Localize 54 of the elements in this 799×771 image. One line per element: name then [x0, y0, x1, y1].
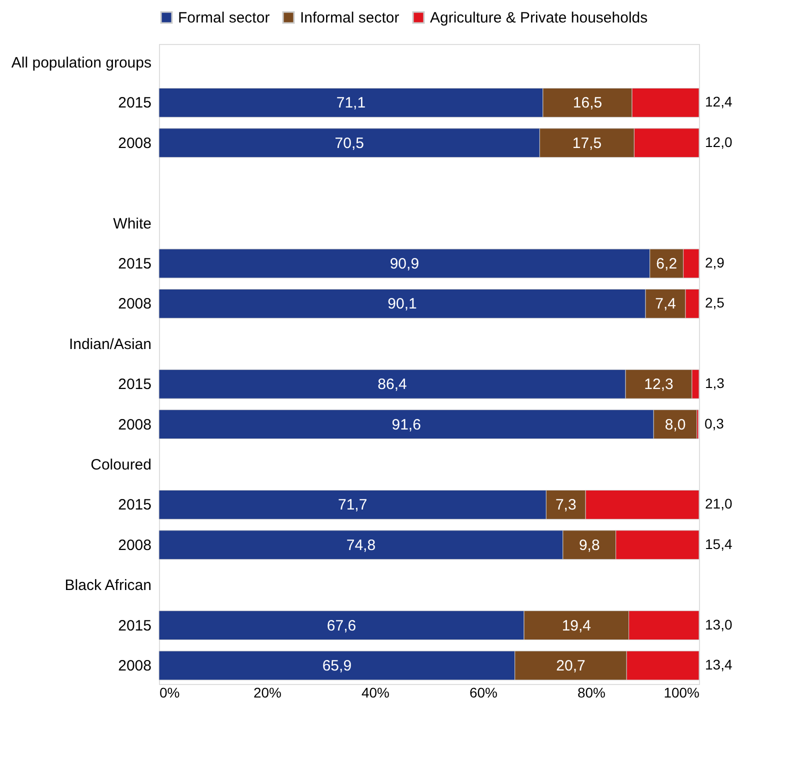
legend-label: Informal sector: [300, 10, 400, 27]
data-label: 13,0: [705, 616, 732, 632]
x-tick-label: 0%: [160, 684, 180, 700]
y-tick-label: 2008: [118, 296, 152, 313]
data-label: 12,4: [705, 94, 732, 110]
data-label: 13,4: [705, 656, 732, 673]
data-label: 74,8: [346, 536, 376, 554]
data-label: 12,0: [705, 134, 732, 150]
y-tick-label: 2008: [118, 536, 152, 554]
data-label: 2,5: [705, 294, 725, 311]
data-label: 9,8: [578, 536, 600, 554]
y-tick-label: Indian/Asian: [68, 336, 152, 353]
y-tick-label: All population groups: [11, 54, 152, 72]
data-label: 7,3: [555, 496, 576, 514]
data-label: 2,9: [705, 254, 725, 270]
data-label: 91,6: [392, 416, 421, 434]
data-label: 7,4: [655, 296, 676, 313]
x-tick-label: 60%: [469, 684, 498, 700]
y-tick-label: 2008: [118, 134, 152, 152]
data-label: 17,5: [572, 134, 602, 152]
y-tick-label: Black African: [64, 577, 152, 594]
y-tick-label: 2008: [118, 416, 152, 434]
x-tick-label: 80%: [577, 684, 606, 700]
data-label: 0,3: [704, 415, 724, 432]
data-label: 86,4: [378, 376, 407, 394]
legend-label: Formal sector: [178, 10, 270, 27]
x-tick-label: 100%: [664, 684, 700, 700]
data-label: 8,0: [664, 416, 686, 434]
data-label: 15,4: [705, 536, 732, 552]
data-label: 70,5: [334, 134, 364, 152]
data-label: 71,7: [338, 496, 368, 514]
legend-label: Agriculture & Private households: [430, 10, 648, 27]
data-label: 20,7: [556, 658, 586, 675]
y-tick-label: 2008: [118, 658, 152, 675]
data-label: 71,1: [336, 94, 366, 112]
x-tick-label: 40%: [361, 684, 390, 700]
y-tick-label: Coloured: [90, 456, 152, 474]
data-label: 65,9: [322, 658, 352, 675]
y-tick-label: 2015: [118, 376, 152, 394]
data-label: 19,4: [562, 617, 592, 634]
y-tick-label: 2015: [118, 496, 152, 514]
data-label: 21,0: [705, 496, 732, 512]
y-tick-label: 2015: [118, 94, 152, 112]
y-tick-label: White: [113, 215, 152, 232]
data-label: 16,5: [572, 94, 602, 112]
data-label: 12,3: [644, 376, 674, 394]
data-label: 1,3: [705, 375, 725, 392]
y-tick-label: 2015: [118, 617, 152, 634]
data-label: 90,1: [388, 296, 417, 313]
data-label: 6,2: [656, 255, 678, 272]
y-tick-label: 2015: [118, 255, 152, 272]
x-tick-label: 20%: [253, 684, 282, 700]
data-label: 90,9: [390, 255, 420, 272]
data-label: 67,6: [326, 617, 356, 634]
